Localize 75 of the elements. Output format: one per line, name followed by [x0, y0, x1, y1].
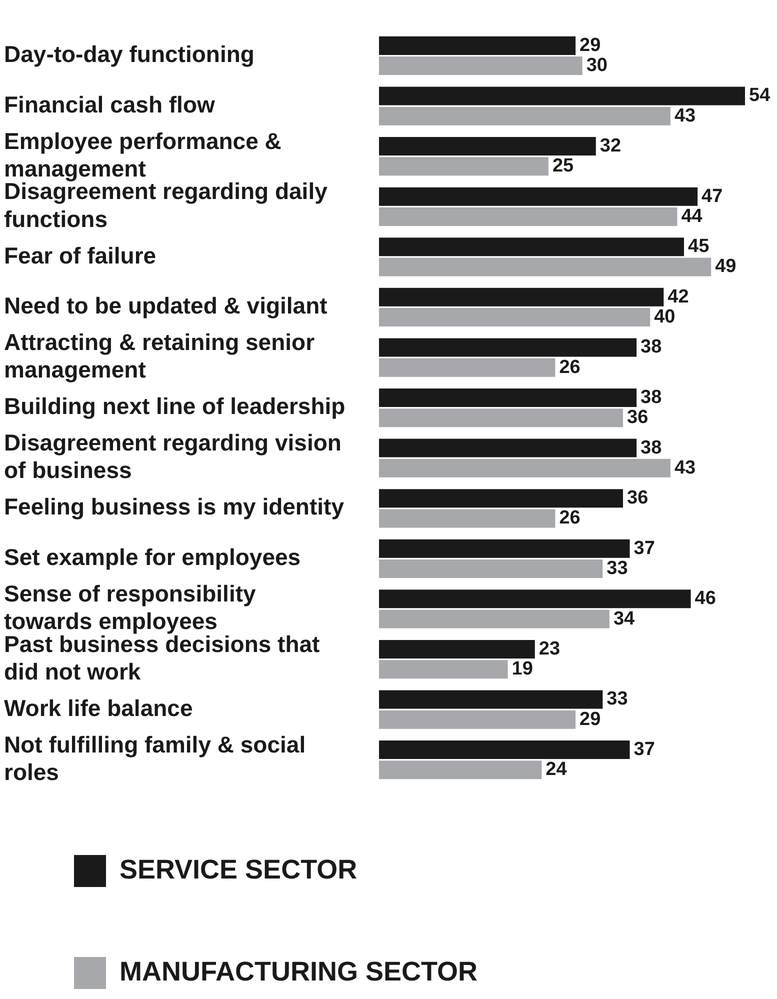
y-tick-label: Disagreement regarding vision of business [4, 430, 342, 484]
y-tick-label: Financial cash flow [4, 91, 215, 118]
bar [379, 660, 508, 679]
bar [379, 458, 670, 478]
bar [379, 640, 535, 658]
bar [379, 438, 637, 458]
data-label: 47 [702, 186, 723, 207]
bar [379, 590, 691, 608]
data-label: 26 [559, 356, 580, 378]
y-tick-label: Not fulfilling family & social roles [4, 731, 306, 785]
bar [379, 559, 603, 578]
bar [379, 56, 582, 76]
y-tick-label: Sense of responsibility towards employees [4, 580, 256, 634]
data-label: 38 [640, 336, 662, 358]
bar [379, 288, 664, 306]
y-tick-label: Building next line of leadership [4, 393, 346, 420]
data-label: 36 [627, 488, 648, 509]
bar [379, 338, 637, 357]
data-label: 43 [674, 457, 696, 478]
bar [379, 760, 542, 780]
data-label: 33 [606, 558, 628, 579]
data-label: 45 [688, 236, 710, 258]
data-label: 49 [715, 256, 736, 278]
bar [379, 238, 684, 256]
bar [379, 610, 610, 628]
y-tick-label: Set example for employees [4, 544, 301, 570]
legend-label: SERVICE SECTOR [120, 854, 358, 884]
bar [379, 157, 548, 176]
data-label: 43 [674, 105, 696, 126]
bar [379, 187, 698, 206]
bar [379, 509, 556, 528]
data-label: 32 [600, 136, 622, 157]
data-label: 46 [694, 588, 716, 610]
data-label: 54 [749, 85, 771, 106]
bar [379, 489, 623, 508]
bar [379, 258, 712, 276]
data-label: 34 [613, 608, 636, 630]
bar [379, 308, 650, 327]
data-label: 29 [580, 708, 601, 730]
data-label: 24 [546, 759, 568, 780]
y-tick-label: Need to be updated & vigilant [4, 292, 328, 319]
bar [379, 539, 630, 558]
data-label: 37 [634, 538, 655, 559]
data-label: 25 [552, 156, 574, 177]
data-label: 40 [654, 306, 676, 328]
legend-label: MANUFACTURING SECTOR [120, 956, 478, 986]
data-label: 19 [512, 658, 533, 680]
data-label: 26 [559, 508, 580, 529]
bar [379, 710, 576, 729]
bar [379, 388, 637, 407]
bar [379, 690, 603, 709]
data-label: 37 [634, 739, 655, 760]
data-label: 30 [586, 55, 608, 76]
y-tick-label: Day-to-day functioning [4, 41, 254, 68]
bar [379, 358, 556, 377]
data-label: 38 [640, 437, 662, 458]
bar [379, 740, 630, 760]
y-tick-label: Attracting & retaining senior management [4, 329, 315, 383]
data-label: 44 [681, 206, 703, 227]
bar [379, 408, 623, 428]
y-tick-label: Feeling business is my identity [4, 494, 344, 520]
y-tick-label: Employee performance & management [4, 128, 282, 182]
data-label: 33 [606, 688, 628, 710]
y-tick-label: Fear of failure [4, 242, 156, 268]
bar [379, 106, 670, 126]
bar [379, 207, 678, 226]
bar [379, 137, 596, 156]
bar [379, 86, 745, 106]
bar [379, 36, 576, 55]
y-tick-label: Work life balance [4, 694, 193, 721]
data-label: 29 [580, 34, 601, 56]
data-label: 23 [538, 638, 560, 660]
data-label: 42 [668, 286, 689, 308]
data-label: 36 [627, 407, 648, 428]
data-label: 38 [640, 386, 662, 408]
